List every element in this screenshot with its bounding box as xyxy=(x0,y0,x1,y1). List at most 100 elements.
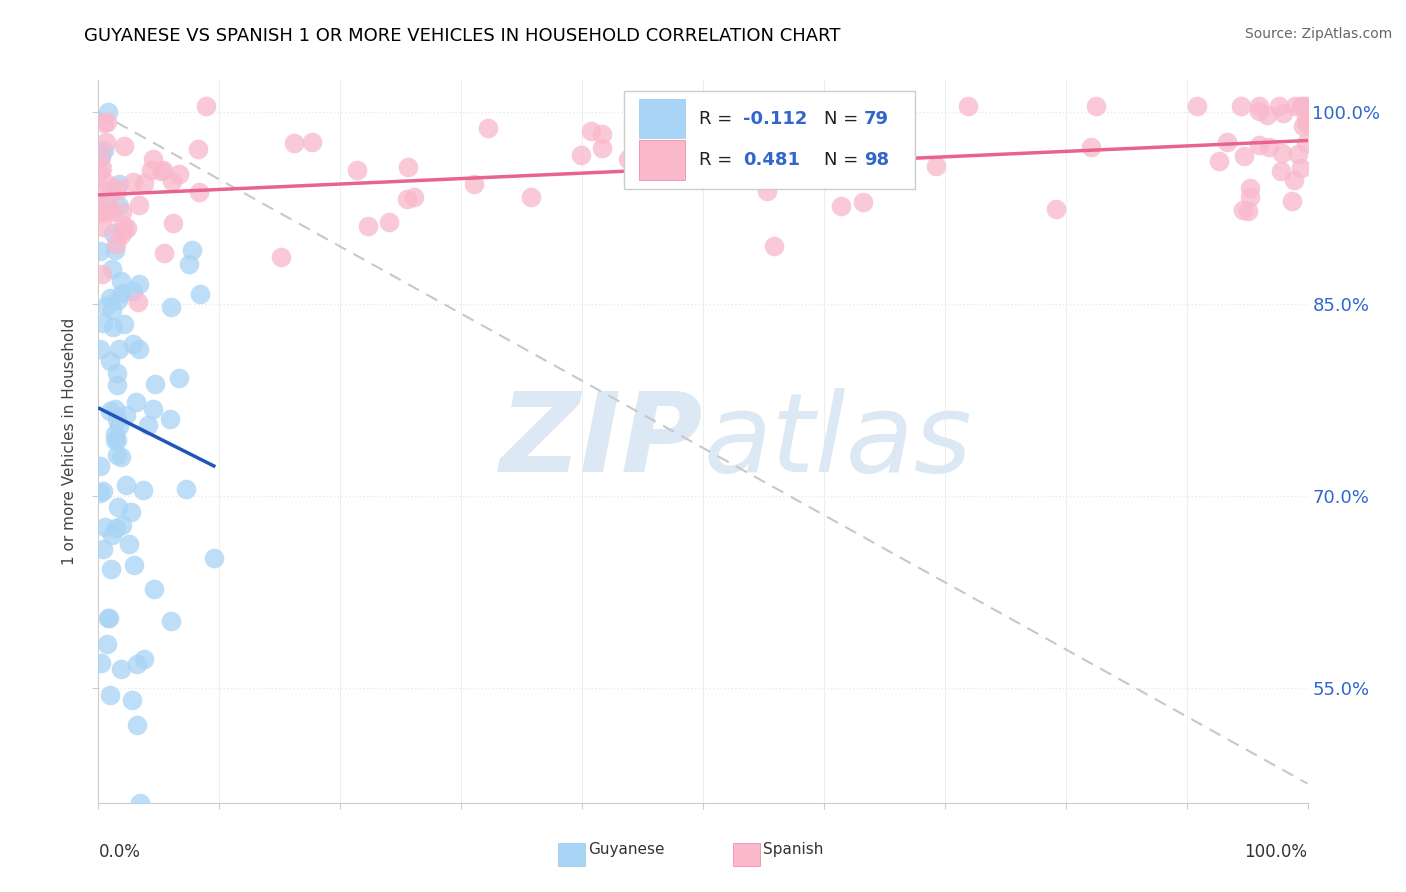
Point xyxy=(110,275,132,289)
Point xyxy=(103,243,125,257)
Point xyxy=(118,537,141,551)
Bar xyxy=(638,99,685,138)
Bar xyxy=(734,843,759,865)
Point xyxy=(101,527,124,541)
Point xyxy=(121,175,143,189)
Point xyxy=(1208,153,1230,168)
Point xyxy=(96,637,118,651)
Point xyxy=(283,136,305,151)
Point xyxy=(90,147,112,161)
Point xyxy=(1286,146,1309,161)
Point xyxy=(97,611,120,625)
Point xyxy=(96,299,118,313)
Point xyxy=(160,614,183,628)
Point xyxy=(124,558,146,572)
Point xyxy=(89,486,111,500)
Point xyxy=(89,151,111,165)
Point xyxy=(519,189,541,203)
Point xyxy=(187,142,209,156)
Point xyxy=(97,203,120,218)
Point xyxy=(114,478,136,492)
Point xyxy=(1247,103,1270,118)
Point xyxy=(94,519,117,533)
Point xyxy=(121,337,143,351)
Point xyxy=(100,205,122,219)
Point xyxy=(162,216,184,230)
Point xyxy=(90,150,112,164)
Point xyxy=(89,202,111,217)
Text: 0.0%: 0.0% xyxy=(98,843,141,861)
Point xyxy=(402,189,425,203)
Point xyxy=(131,483,153,497)
Point xyxy=(194,99,217,113)
Point xyxy=(107,500,129,514)
Y-axis label: 1 or more Vehicles in Household: 1 or more Vehicles in Household xyxy=(62,318,77,566)
Point xyxy=(108,342,131,356)
Point xyxy=(91,542,114,557)
Point xyxy=(1292,120,1315,134)
Text: N =: N = xyxy=(824,151,863,169)
Point xyxy=(89,342,111,356)
Point xyxy=(377,215,399,229)
Point xyxy=(956,99,979,113)
Point xyxy=(579,124,602,138)
Point xyxy=(1289,99,1312,113)
Point xyxy=(181,244,204,258)
Point xyxy=(91,484,114,499)
Point xyxy=(111,285,134,300)
Point xyxy=(1085,99,1108,113)
Point xyxy=(169,371,191,385)
Point xyxy=(357,219,380,233)
Point xyxy=(830,199,852,213)
Point xyxy=(108,419,131,434)
Point xyxy=(105,184,128,198)
Point xyxy=(105,412,128,426)
Text: 79: 79 xyxy=(863,110,889,128)
Point xyxy=(90,267,112,281)
Point xyxy=(112,318,135,332)
Point xyxy=(1230,99,1253,113)
Point xyxy=(98,404,121,418)
Point xyxy=(127,718,149,732)
Point xyxy=(1292,99,1315,113)
Point xyxy=(128,198,150,212)
Point xyxy=(1232,202,1254,217)
Point xyxy=(97,105,120,120)
Point xyxy=(160,174,183,188)
Point xyxy=(136,417,159,432)
Point xyxy=(98,688,121,702)
Point xyxy=(110,450,132,464)
Point xyxy=(346,163,368,178)
Point xyxy=(105,449,128,463)
Point xyxy=(104,426,127,441)
Point xyxy=(134,176,156,190)
Point xyxy=(1236,204,1258,219)
Point xyxy=(101,261,124,276)
Point xyxy=(1295,112,1317,126)
Point xyxy=(96,115,118,129)
Point xyxy=(125,657,148,671)
Point xyxy=(89,165,111,179)
Point xyxy=(150,164,173,178)
Point xyxy=(104,433,127,447)
Point xyxy=(96,135,118,149)
Point xyxy=(1080,139,1102,153)
Point xyxy=(105,236,128,251)
Point xyxy=(591,127,613,141)
Point xyxy=(762,239,785,253)
Point xyxy=(107,293,129,307)
Point xyxy=(152,245,174,260)
Point xyxy=(174,482,197,496)
Point xyxy=(395,192,418,206)
Point xyxy=(107,367,129,381)
Point xyxy=(1295,136,1317,150)
Point xyxy=(111,218,134,232)
Point xyxy=(1249,137,1271,152)
Point xyxy=(1270,164,1292,178)
Point xyxy=(1272,105,1295,120)
Point xyxy=(591,141,613,155)
Point xyxy=(100,562,122,576)
Point xyxy=(100,302,122,317)
Point xyxy=(134,651,156,665)
Point xyxy=(105,378,128,392)
